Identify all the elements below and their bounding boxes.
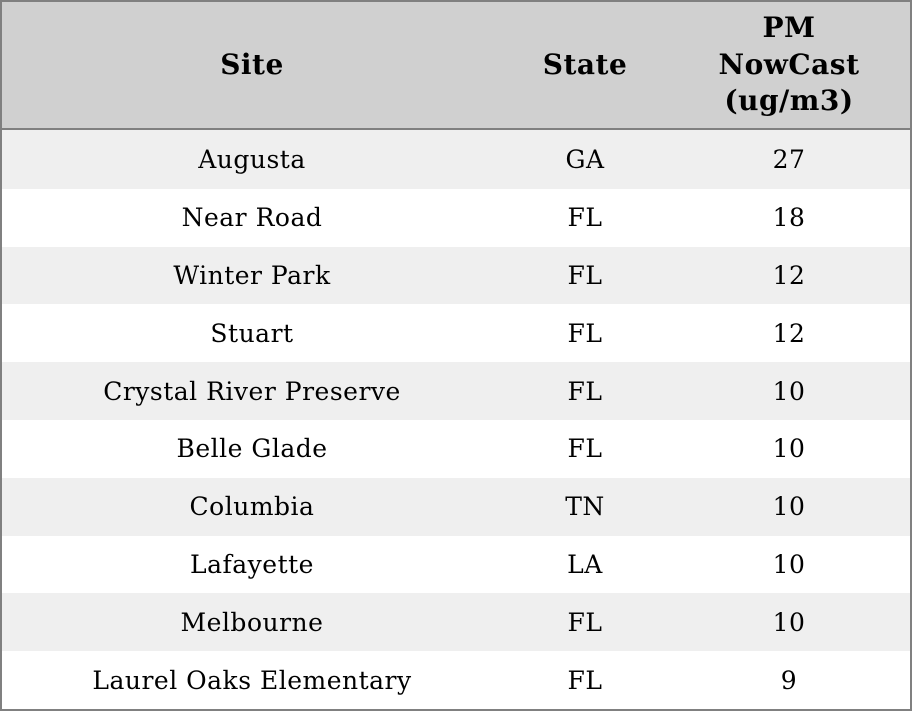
column-header-site-label: Site (220, 47, 284, 81)
pm-cell: 9 (780, 665, 798, 695)
pm-cell: 18 (772, 203, 806, 233)
pm-cell: 27 (772, 144, 806, 174)
table-header: Site State PM NowCast (ug/m3) (2, 2, 910, 130)
table-row: Crystal River Preserve FL 10 (2, 362, 910, 420)
state-cell: FL (567, 203, 603, 233)
table-row: Winter Park FL 12 (2, 246, 910, 305)
table-row: Augusta GA 27 (2, 129, 910, 189)
column-header-pm-nowcast: PM NowCast (ug/m3) (668, 2, 910, 130)
pm-cell: 12 (772, 318, 806, 348)
table-row: Columbia TN 10 (2, 477, 910, 536)
column-header-state-label: State (542, 47, 628, 81)
state-cell: FL (567, 665, 603, 695)
table-row: Laurel Oaks Elementary FL 9 (2, 651, 910, 709)
state-cell: GA (565, 144, 605, 174)
site-cell: Belle Glade (176, 434, 328, 464)
table-row: Melbourne FL 10 (2, 593, 910, 652)
site-cell: Columbia (189, 492, 315, 522)
pm-cell: 12 (772, 260, 806, 290)
state-cell: FL (567, 376, 603, 406)
pm-cell: 10 (772, 549, 806, 579)
table-row: Belle Glade FL 10 (2, 419, 910, 478)
site-cell: Lafayette (190, 549, 314, 579)
state-cell: TN (565, 492, 605, 522)
site-cell: Winter Park (173, 260, 331, 290)
pm-cell: 10 (772, 492, 806, 522)
table-row: Near Road FL 18 (2, 188, 910, 247)
state-cell: FL (567, 607, 603, 637)
site-cell: Near Road (181, 203, 323, 233)
pm-cell: 10 (772, 607, 806, 637)
column-header-site: Site (2, 2, 502, 130)
header-row: Site State PM NowCast (ug/m3) (2, 2, 910, 130)
site-cell: Stuart (210, 318, 294, 348)
site-cell: Laurel Oaks Elementary (92, 665, 412, 695)
site-cell: Melbourne (180, 607, 324, 637)
column-header-pm-nowcast-label: PM NowCast (ug/m3) (718, 10, 860, 118)
table-body: Augusta GA 27 Near Road FL 18 Winter Par… (2, 129, 910, 709)
site-cell: Crystal River Preserve (103, 376, 401, 406)
state-cell: FL (567, 434, 603, 464)
state-cell: FL (567, 318, 603, 348)
pm-cell: 10 (772, 434, 806, 464)
table-row: Lafayette LA 10 (2, 535, 910, 594)
state-cell: FL (567, 260, 603, 290)
column-header-state: State (502, 2, 668, 130)
state-cell: LA (567, 549, 603, 579)
site-cell: Augusta (198, 144, 306, 174)
pm-cell: 10 (772, 376, 806, 406)
table-row: Stuart FL 12 (2, 304, 910, 363)
